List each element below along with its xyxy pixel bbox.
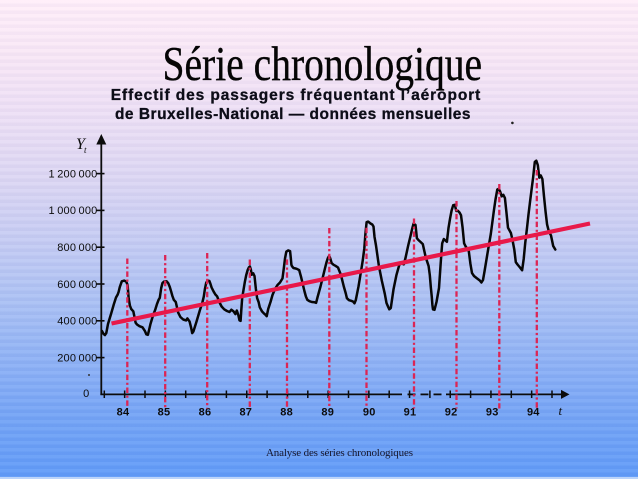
svg-text:87: 87 <box>239 407 252 419</box>
svg-text:86: 86 <box>199 407 212 419</box>
svg-text:200 000: 200 000 <box>57 352 97 364</box>
svg-text:0: 0 <box>83 388 89 400</box>
svg-text:89: 89 <box>321 407 334 419</box>
svg-text:94: 94 <box>527 407 540 419</box>
svg-text:90: 90 <box>363 407 376 419</box>
svg-text:t: t <box>559 403 563 418</box>
svg-text:91: 91 <box>404 407 417 419</box>
svg-text:92: 92 <box>445 407 458 419</box>
svg-text:600 000: 600 000 <box>57 279 97 291</box>
svg-text:93: 93 <box>486 407 499 419</box>
svg-text:Y: Y <box>76 136 87 153</box>
svg-text:88: 88 <box>280 407 293 419</box>
svg-text:85: 85 <box>158 407 171 419</box>
svg-text:400 000: 400 000 <box>57 316 97 328</box>
svg-text:800 000: 800 000 <box>57 242 97 254</box>
svg-text:84: 84 <box>117 407 130 419</box>
svg-text:1 000 000: 1 000 000 <box>48 205 97 217</box>
svg-text:1 200 000: 1 200 000 <box>48 168 97 180</box>
svg-text:t: t <box>84 145 87 155</box>
